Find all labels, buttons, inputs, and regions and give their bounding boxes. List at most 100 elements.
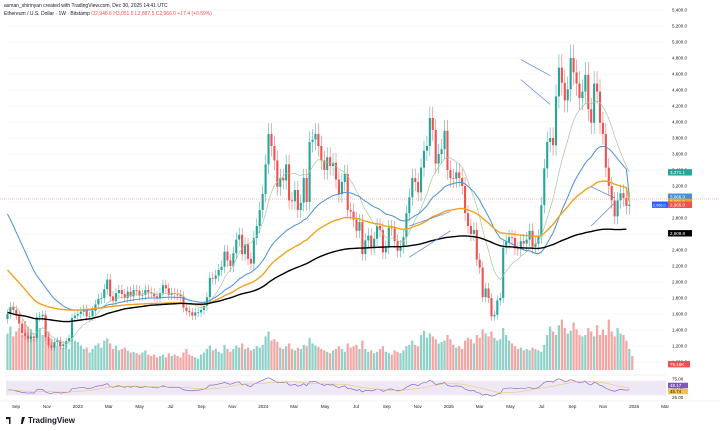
ma-blue-line	[7, 145, 630, 311]
y-tick-label-18: 4,600.0	[672, 72, 688, 77]
volume-bar-177	[525, 349, 528, 370]
volume-bar-129	[384, 351, 387, 370]
volume-bar-186	[551, 331, 555, 370]
candle-body-142	[422, 150, 426, 168]
candle-body-150	[446, 130, 449, 170]
candle-body-176	[522, 241, 525, 244]
candle-body-36	[112, 296, 115, 302]
volume-bar-148	[440, 342, 443, 370]
candle-body-181	[537, 236, 540, 244]
candle-body-66	[200, 310, 203, 313]
candle-body-69	[208, 278, 211, 298]
y-tick-label-21: 5,200.0	[672, 24, 688, 29]
candle-body-78	[235, 239, 238, 254]
current-price-tag	[652, 201, 668, 208]
candle-body-164	[487, 288, 490, 298]
candle-body-116	[346, 174, 349, 210]
volume-bar-133	[396, 351, 399, 370]
volume-bar-86	[258, 347, 261, 370]
volume-bar-141	[419, 335, 423, 370]
candle-body-38	[117, 290, 120, 294]
candle-body-28	[88, 316, 91, 317]
volume-bar-206	[610, 331, 613, 370]
candle-body-121	[361, 222, 364, 254]
candle-body-29	[91, 310, 94, 317]
volume-bar-15	[50, 338, 53, 370]
candle-body-161	[478, 259, 481, 268]
volume-bar-101	[302, 344, 305, 370]
candle-body-59	[179, 294, 182, 297]
volume-bar-85	[255, 346, 258, 370]
candle-body-130	[387, 227, 390, 248]
volume-bar-46	[141, 352, 144, 370]
volume-bar-120	[358, 349, 361, 370]
volume-bar-53	[161, 354, 165, 370]
volume-bar-30	[94, 345, 97, 370]
candle-body-198	[587, 74, 590, 110]
candle-body-145	[431, 118, 434, 130]
volume-bar-164	[487, 336, 490, 370]
volume-bar-107	[320, 349, 323, 370]
candle-body-19	[62, 344, 65, 346]
candle-body-170	[505, 242, 508, 248]
volume-bar-174	[516, 349, 519, 370]
candle-body-159	[472, 230, 475, 234]
candle-body-2	[12, 306, 15, 310]
candlesticks	[6, 44, 631, 351]
volume-bar-6	[23, 321, 27, 370]
volume-bar-14	[47, 331, 50, 370]
volume-bar-180	[534, 349, 537, 370]
volume-badge	[668, 361, 690, 368]
volume-bar-1	[9, 326, 12, 370]
volume-bar-78	[235, 345, 238, 370]
volume-bar-144	[428, 333, 431, 370]
x-tick-label-4: May	[135, 404, 144, 409]
candle-body-11	[38, 316, 41, 318]
volume-bar-110	[329, 353, 332, 370]
candle-body-46	[141, 294, 144, 296]
candle-body-107	[320, 146, 323, 161]
volume-bar-21	[67, 349, 71, 370]
candle-body-6	[24, 333, 27, 336]
candle-body-207	[613, 200, 616, 217]
candle-body-112	[334, 162, 338, 180]
volume-bar-208	[616, 328, 619, 370]
volume-bar-82	[246, 347, 250, 370]
candle-body-132	[393, 228, 396, 242]
volume-bar-192	[569, 330, 572, 370]
candle-body-185	[549, 138, 552, 142]
candle-body-124	[370, 235, 373, 249]
candle-body-119	[355, 219, 358, 231]
candle-body-100	[299, 202, 302, 210]
tradingview-logo[interactable]: TradingView	[6, 416, 75, 425]
x-tick-label-2: 2023	[73, 404, 84, 409]
wedge-upper-c	[591, 186, 615, 199]
x-tick-label-17: Jul	[539, 404, 545, 409]
candle-body-30	[94, 304, 97, 311]
volume-bar-60	[182, 352, 185, 370]
candle-body-40	[123, 294, 126, 298]
candle-body-86	[258, 210, 261, 226]
candle-body-94	[282, 178, 285, 181]
candle-body-148	[440, 149, 443, 154]
volume-bar-62	[188, 354, 191, 370]
credit-text: asman_shirinyan created with TradingView…	[4, 3, 168, 9]
candle-body-173	[513, 238, 516, 249]
candle-body-183	[543, 168, 546, 206]
volume-bar-116	[346, 343, 349, 370]
x-tick-label-9: Mar	[290, 404, 298, 409]
volume-bar-130	[387, 353, 390, 370]
volume-bar-95	[285, 346, 288, 370]
volume-bar-182	[540, 351, 543, 370]
volume-bar-54	[164, 357, 167, 370]
candle-body-37	[114, 293, 118, 302]
ma-orange-line	[6, 180, 631, 311]
candle-body-206	[610, 186, 613, 201]
volume-bar-161	[478, 337, 481, 370]
x-tick-label-15: Mar	[476, 404, 484, 409]
ohlc-values: O2,948.6 H3,051.5 L2,887.5 C2,966.0 +17.…	[91, 11, 212, 17]
volume-bar-167	[496, 340, 499, 370]
candle-body-134	[399, 246, 402, 251]
